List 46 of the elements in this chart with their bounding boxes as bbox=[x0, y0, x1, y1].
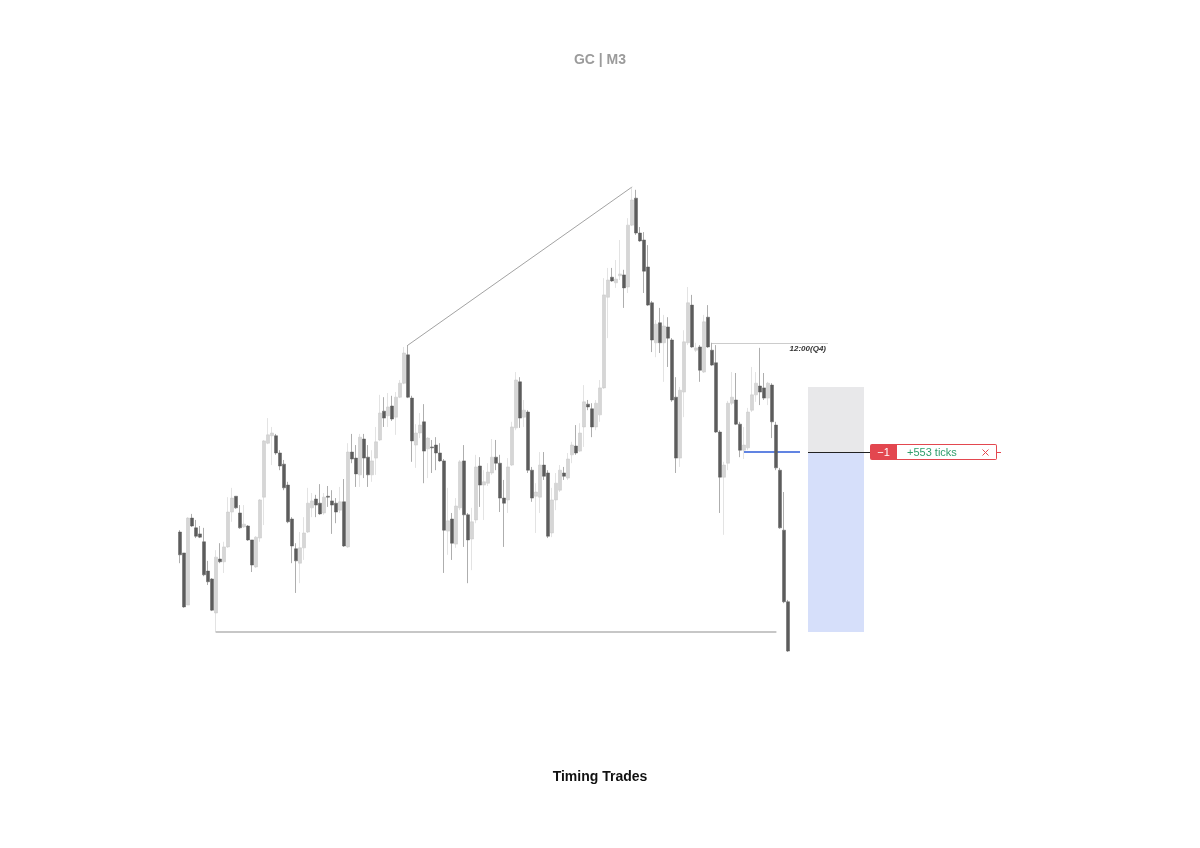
candlestick bbox=[450, 512, 454, 561]
candlestick bbox=[770, 382, 774, 439]
candlestick bbox=[330, 489, 334, 535]
chart-subtitle: GC | M3 bbox=[573, 51, 627, 67]
candlestick bbox=[574, 424, 578, 456]
text: Timing Trades bbox=[552, 768, 648, 784]
candlestick bbox=[766, 381, 770, 406]
candlestick bbox=[518, 376, 522, 429]
candlestick bbox=[694, 342, 698, 353]
candlestick bbox=[562, 466, 566, 481]
candlestick bbox=[702, 314, 706, 374]
candlestick bbox=[434, 436, 438, 471]
candlestick bbox=[218, 542, 222, 564]
candlestick bbox=[318, 483, 322, 516]
candlestick bbox=[590, 402, 594, 438]
candlestick bbox=[378, 394, 382, 442]
candlestick bbox=[338, 486, 342, 514]
text: −1 bbox=[870, 444, 897, 461]
candlestick bbox=[386, 392, 390, 428]
candlestick bbox=[662, 314, 666, 383]
candlestick bbox=[186, 516, 190, 606]
candlestick bbox=[758, 347, 762, 406]
candlestick bbox=[506, 457, 510, 514]
candlestick bbox=[478, 456, 482, 508]
candlestick bbox=[242, 504, 246, 529]
annotation: 12:00(Q4) bbox=[789, 344, 827, 354]
candlestick bbox=[346, 442, 350, 549]
candlestick bbox=[622, 269, 626, 309]
candlestick bbox=[322, 492, 326, 516]
candlestick bbox=[342, 478, 346, 548]
candlestick bbox=[382, 396, 386, 428]
candlestick bbox=[610, 267, 614, 283]
candlestick bbox=[214, 549, 218, 633]
candlestick bbox=[690, 294, 694, 349]
candlestick bbox=[654, 319, 658, 358]
candlestick bbox=[430, 439, 434, 474]
candlestick bbox=[658, 307, 662, 354]
candlestick bbox=[358, 433, 362, 488]
candlestick bbox=[522, 399, 526, 428]
candlestick bbox=[390, 395, 394, 422]
candlestick bbox=[582, 384, 586, 448]
ref-line-label: +553 ticks bbox=[907, 446, 957, 459]
candlestick bbox=[426, 436, 430, 479]
candlestick bbox=[446, 487, 450, 556]
candlestick bbox=[698, 344, 702, 383]
candlestick bbox=[422, 403, 426, 484]
